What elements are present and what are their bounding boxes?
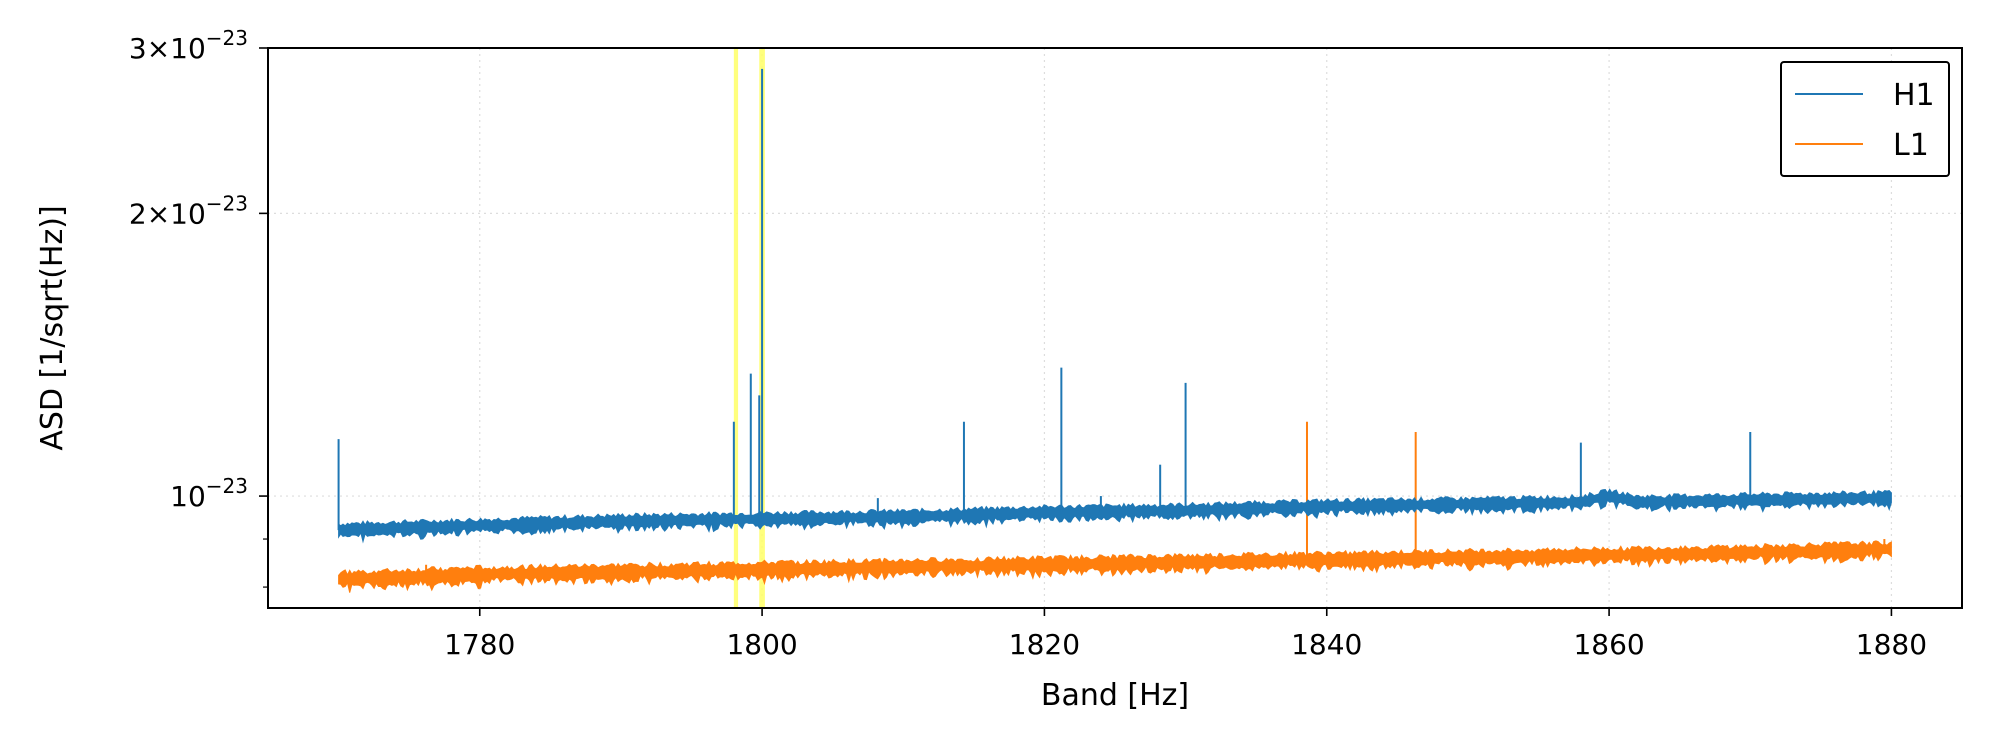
x-tick-label: 1880 [1856,628,1927,661]
series-band-l1 [338,540,1892,593]
x-tick-label: 1800 [726,628,797,661]
legend-label-l1: L1 [1893,128,1929,163]
series-layer [337,68,1892,593]
highlight-band [733,48,739,608]
x-tick-label: 1780 [444,628,515,661]
plot-frame [267,47,1963,609]
y-tick-label: 10−23 [170,474,248,513]
series-l1 [338,421,1892,593]
x-tick-label: 1860 [1573,628,1644,661]
x-axis-label: Band [Hz] [1041,678,1189,713]
legend: H1 L1 [1780,61,1950,177]
y-axis-label: ASD [1/sqrt(Hz)] [35,205,70,450]
series-h1 [337,68,1892,544]
x-tick-label: 1840 [1291,628,1362,661]
axis-ticks: 1780 1800 1820 1840 1860 1880 10−23 2×10−23 3×10… [129,26,1927,661]
y-tick-label: 3×10−23 [129,26,248,65]
x-tick-label: 1820 [1009,628,1080,661]
series-band-h1 [338,488,1892,544]
legend-label-h1: H1 [1893,78,1935,113]
y-tick-label: 2×10−23 [129,191,248,230]
legend-box [1780,61,1950,177]
